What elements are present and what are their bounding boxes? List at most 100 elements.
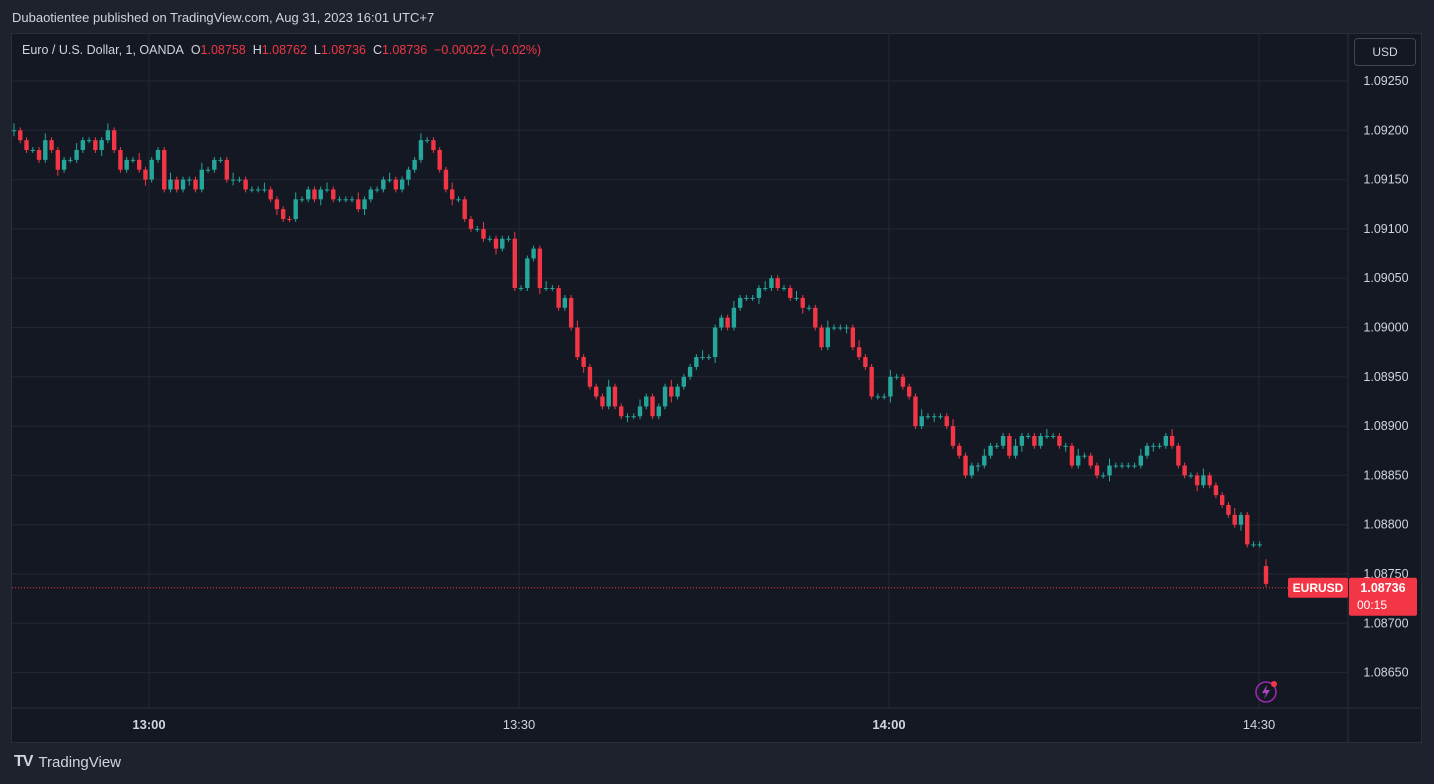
change-value: −0.00022 (−0.02%) [434, 43, 542, 57]
candle-body [199, 169, 204, 190]
candle-body [568, 297, 574, 328]
candle-body [55, 150, 61, 170]
candle-body [268, 189, 273, 200]
candle-body [781, 288, 787, 290]
candle-body [443, 169, 449, 190]
price-axis: 1.09250 1.09200 1.09150 1.09100 1.09050 1.090… [1363, 74, 1408, 680]
candle-body [399, 179, 405, 190]
candle-body [856, 347, 862, 358]
candle-body [562, 297, 568, 308]
candle-body [894, 376, 899, 378]
close-label: C [372, 43, 382, 57]
ohlc-legend: Euro / U.S. Dollar, 1, OANDA O1.08758 H1… [22, 43, 541, 57]
price-tick-label: 1.08800 [1363, 518, 1408, 532]
candle-body [368, 189, 374, 200]
chart-panel[interactable] [11, 33, 1422, 743]
candle-body [906, 386, 912, 397]
candle-body [631, 416, 636, 418]
candle-body [1107, 465, 1112, 476]
candle-body [1182, 465, 1187, 476]
candle-body [431, 140, 436, 151]
candle-body [1032, 435, 1037, 446]
candle-body [744, 297, 749, 299]
time-tick-label: 14:00 [872, 717, 905, 732]
candle-body [838, 327, 843, 329]
candle-body [149, 159, 154, 180]
open-value: 1.08758 [200, 43, 246, 57]
candle-body [975, 465, 981, 467]
lightning-icon[interactable] [1254, 680, 1278, 704]
candle-body [712, 327, 718, 358]
candle-body [1013, 445, 1018, 456]
candle-body [362, 199, 367, 210]
candle-body [681, 376, 687, 387]
candle-body [86, 140, 92, 142]
candle-body [137, 159, 142, 170]
candle-body [74, 150, 79, 160]
candle-body [731, 307, 737, 328]
footer: TV TradingView [14, 753, 121, 771]
candle-body [969, 465, 974, 476]
candle-body [581, 357, 586, 367]
low-label: L [313, 43, 321, 57]
candle-body [312, 189, 317, 200]
price-tick-label: 1.09200 [1363, 123, 1408, 137]
candle-body [1163, 435, 1169, 446]
grid-lines [12, 34, 1421, 742]
candle-body [456, 199, 461, 201]
candle-body [99, 140, 104, 151]
candle-body [769, 278, 774, 289]
candle-body [869, 366, 874, 397]
price-tick-label: 1.09050 [1363, 271, 1408, 285]
candle-body [155, 150, 161, 160]
candle-body [462, 199, 467, 220]
candle-body [36, 150, 42, 160]
candle-body [938, 416, 943, 418]
candle-body [224, 159, 230, 180]
candle-body [944, 416, 949, 427]
price-tick-label: 1.08650 [1363, 666, 1408, 680]
candle-body [118, 150, 123, 170]
candle-body [963, 455, 968, 476]
symbol-tag-bg [1288, 577, 1348, 598]
candle-body [1007, 435, 1012, 456]
candle-body [162, 150, 167, 190]
candle-body [1132, 465, 1137, 467]
candle-body [393, 179, 399, 190]
candle-body [111, 130, 117, 151]
candle-body [1219, 495, 1225, 505]
currency-button[interactable]: USD [1354, 38, 1416, 66]
candle-body [287, 219, 292, 221]
candle-body [1126, 465, 1131, 467]
candle-body [881, 396, 887, 398]
candle-body [932, 416, 937, 418]
candle-body [49, 140, 54, 151]
price-tag-bg [1349, 577, 1417, 616]
time-tick-label: 13:30 [503, 717, 536, 732]
candle-body [93, 140, 98, 151]
candle-body [750, 297, 755, 299]
symbol-tag-text: EURUSD [1293, 581, 1344, 595]
candle-body [406, 169, 411, 180]
candle-body [481, 228, 486, 239]
tradingview-logo-icon[interactable]: TV [14, 753, 33, 770]
candle-body [487, 238, 492, 240]
candle-body [619, 406, 624, 417]
price-tag-value: 1.08736 [1360, 581, 1405, 595]
candle-body [1069, 445, 1075, 466]
candle-body [625, 416, 630, 418]
candle-body [806, 307, 812, 309]
brand-name[interactable]: TradingView [38, 753, 121, 771]
candle-body [919, 416, 924, 427]
symbol-description: Euro / U.S. Dollar, 1, OANDA [22, 43, 184, 57]
candle-body [694, 357, 699, 367]
candle-body [255, 189, 261, 191]
candle-body [1213, 485, 1219, 496]
candle-body [1138, 455, 1143, 466]
candle-body [525, 258, 530, 289]
candle-body [587, 366, 593, 387]
candle-body [1094, 465, 1100, 476]
candle-body [493, 238, 499, 249]
close-value: 1.08736 [381, 43, 428, 57]
